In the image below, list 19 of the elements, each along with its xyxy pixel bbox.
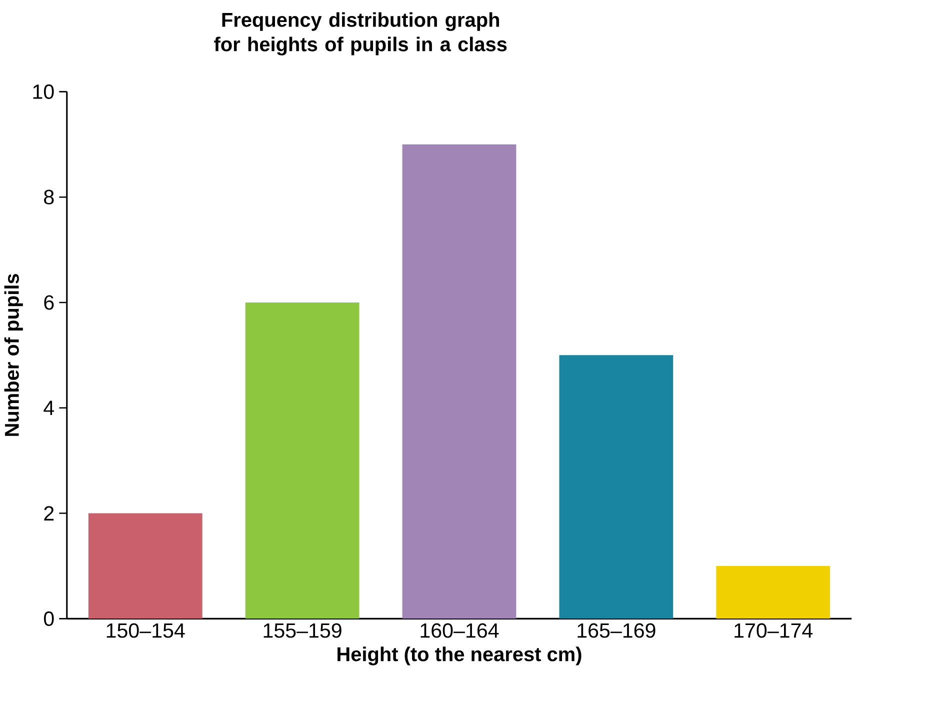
chart-title: Frequency distribution graph for heights of pupils in a class: [214, 12, 507, 56]
x-tick-label: 160–164: [420, 623, 499, 638]
y-tick-label: 6: [44, 295, 54, 310]
bar: [716, 566, 830, 619]
x-tick-label: 155–159: [264, 623, 342, 638]
y-axis-title: Number of pupils: [4, 274, 23, 436]
x-tick-label: 170–174: [734, 623, 813, 638]
x-axis-title: Height (to the nearest cm): [338, 646, 582, 666]
bar: [559, 355, 674, 619]
y-tick-label: 4: [44, 400, 54, 415]
y-tick-label: 8: [44, 190, 54, 204]
x-tick-label: 150–154: [106, 623, 185, 638]
y-tick-label: 10: [33, 84, 54, 99]
bar: [402, 144, 516, 619]
x-tick-label: 165–169: [578, 623, 656, 638]
y-tick-label: 2: [44, 506, 54, 520]
bar: [88, 513, 202, 619]
y-tick-label: 0: [44, 611, 54, 626]
bar: [245, 302, 360, 619]
